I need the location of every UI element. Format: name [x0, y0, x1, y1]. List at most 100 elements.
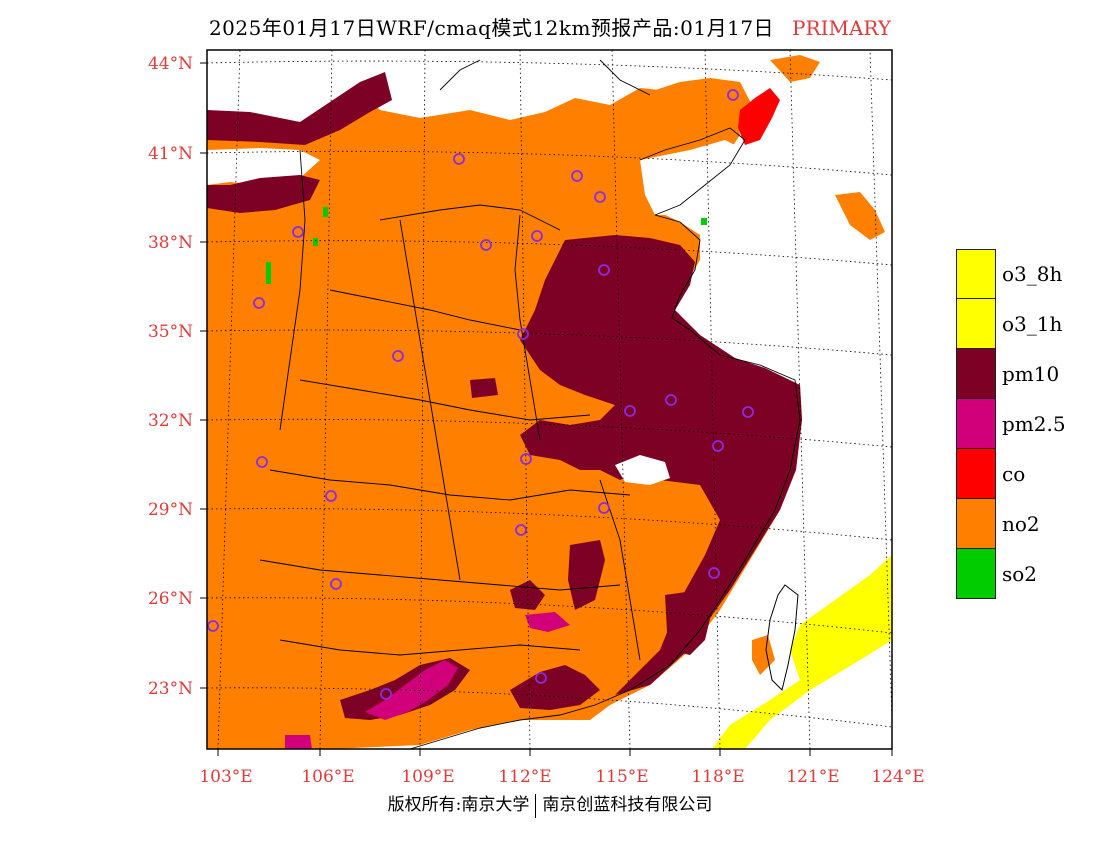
station-marker — [256, 456, 268, 468]
station-marker — [292, 226, 304, 238]
station-marker — [453, 153, 465, 165]
pm10-taiwan-strait — [665, 590, 712, 655]
station-marker — [742, 406, 754, 418]
legend-label: no2 — [1002, 512, 1040, 536]
lon-label: 118°E — [691, 767, 744, 787]
legend-label: o3_8h — [1002, 262, 1063, 286]
lat-ticks — [200, 62, 207, 689]
lon-ticks — [217, 749, 893, 756]
legend-item-pm10: pm10 — [956, 349, 1066, 399]
map-title: 2025年01月17日WRF/cmaq模式12km预报产品:01月17日 PRIM… — [0, 12, 1100, 41]
station-marker — [515, 524, 527, 536]
station-marker — [571, 170, 583, 182]
lat-label: 32°N — [148, 411, 193, 431]
legend-swatch — [956, 249, 996, 299]
legend-item-o3-8h: o3_8h — [956, 249, 1066, 299]
so2-patch-a — [266, 262, 271, 284]
lon-label: 124°E — [871, 767, 924, 787]
station-marker — [253, 297, 265, 309]
legend-swatch — [956, 449, 996, 499]
legend-label: co — [1002, 462, 1026, 486]
station-marker — [330, 578, 342, 590]
legend-item-so2: so2 — [956, 549, 1066, 599]
legend-label: o3_1h — [1002, 312, 1063, 336]
legend-label: so2 — [1002, 562, 1038, 586]
map-body — [207, 50, 892, 749]
station-marker — [520, 453, 532, 465]
so2-patch-c — [313, 238, 318, 246]
station-markers — [207, 89, 754, 700]
lat-label: 26°N — [148, 589, 193, 609]
lon-label: 109°E — [401, 767, 454, 787]
so2-patch-d — [701, 218, 707, 225]
pm25-coast — [525, 612, 570, 632]
legend-item-no2: no2 — [956, 499, 1066, 549]
co-liaoning — [738, 88, 780, 145]
boundary-lines — [259, 59, 801, 749]
no-data-lake — [615, 455, 670, 485]
no2-liaoning — [640, 78, 752, 140]
station-marker — [531, 230, 543, 242]
station-marker — [380, 688, 392, 700]
no2-korea — [835, 192, 885, 240]
pm10-central-c — [568, 540, 605, 610]
lat-label: 29°N — [148, 500, 193, 520]
lat-label: 41°N — [148, 144, 193, 164]
station-marker — [712, 440, 724, 452]
lon-label: 121°E — [786, 767, 839, 787]
graticule — [207, 50, 892, 749]
lon-label: 115°E — [595, 767, 648, 787]
station-marker — [708, 567, 720, 579]
lon-labels: 103°E 106°E 109°E 112°E 115°E 118°E 121°… — [199, 767, 924, 787]
lon-label: 106°E — [301, 767, 354, 787]
pm25-guangxi — [365, 660, 458, 720]
lat-label: 38°N — [148, 233, 193, 253]
legend-label: pm2.5 — [1002, 412, 1066, 436]
copyright-footer: 版权所有:南京大学 南京创蓝科技有限公司 — [0, 790, 1100, 818]
legend-swatch — [956, 349, 996, 399]
no2-north-east-top — [770, 55, 820, 82]
so2-patch-b — [323, 207, 328, 217]
map-frame — [206, 49, 893, 750]
station-marker — [480, 239, 492, 251]
station-marker — [207, 620, 219, 632]
legend-label: pm10 — [1002, 362, 1060, 386]
lat-label: 35°N — [148, 322, 193, 342]
pm25-bottom — [285, 735, 312, 749]
legend-item-o3-1h: o3_1h — [956, 299, 1066, 349]
legend-swatch — [956, 499, 996, 549]
pm10-south-coast — [510, 665, 600, 710]
lon-label: 103°E — [199, 767, 252, 787]
station-marker — [535, 672, 547, 684]
station-marker — [325, 490, 337, 502]
no-data-bohai — [640, 140, 745, 215]
pollutant-legend: o3_8h o3_1h pm10 pm2.5 co no2 so2 — [956, 249, 1066, 599]
o3-ocean-region — [712, 555, 892, 749]
legend-swatch — [956, 549, 996, 599]
lon-label: 112°E — [498, 767, 551, 787]
station-marker — [624, 405, 636, 417]
lat-label: 44°N — [148, 54, 193, 74]
station-marker — [392, 350, 404, 362]
pm10-central-b — [470, 378, 498, 398]
title-tag: PRIMARY — [792, 16, 892, 40]
station-marker — [598, 502, 610, 514]
pm10-north-strip — [207, 72, 392, 145]
copyright-company: 南京创蓝科技有限公司 — [542, 795, 713, 815]
station-marker — [517, 328, 529, 340]
copyright-owner: 版权所有:南京大学 — [387, 795, 530, 815]
title-text: 2025年01月17日WRF/cmaq模式12km预报产品:01月17日 — [208, 16, 775, 40]
footer-divider — [535, 793, 537, 818]
station-marker — [594, 191, 606, 203]
legend-swatch — [956, 299, 996, 349]
legend-item-pm25: pm2.5 — [956, 399, 1066, 449]
station-marker — [665, 394, 677, 406]
lat-labels: 44°N 41°N 38°N 35°N 32°N 29°N 26°N 23°N — [148, 54, 193, 699]
taiwan-outline — [765, 584, 799, 691]
lat-label: 23°N — [148, 679, 193, 699]
legend-item-co: co — [956, 449, 1066, 499]
station-marker — [598, 264, 610, 276]
station-marker — [727, 89, 739, 101]
legend-swatch — [956, 399, 996, 449]
